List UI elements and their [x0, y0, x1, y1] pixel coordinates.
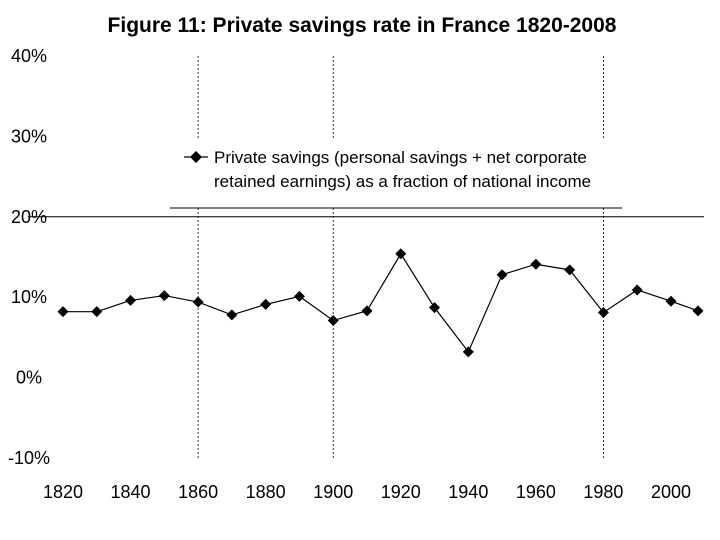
- series-line: [57, 248, 704, 358]
- data-point-diamond: [192, 296, 204, 308]
- data-point-diamond: [293, 290, 305, 302]
- y-tick-label: 30%: [11, 126, 47, 146]
- x-tick-label: 1980: [583, 482, 623, 502]
- data-point-diamond: [631, 284, 643, 296]
- data-point-diamond: [395, 248, 407, 260]
- legend-background: [170, 138, 622, 206]
- data-point-diamond: [260, 298, 272, 310]
- x-tick-label: 1860: [178, 482, 218, 502]
- x-tick-label: 1940: [448, 482, 488, 502]
- legend-label-line-2: retained earnings) as a fraction of nati…: [214, 172, 591, 191]
- data-point-diamond: [564, 264, 576, 276]
- y-tick-label: -10%: [8, 448, 50, 468]
- legend-label-line-1: Private savings (personal savings + net …: [214, 148, 587, 167]
- x-tick-label: 1900: [313, 482, 353, 502]
- data-point-diamond: [91, 306, 103, 318]
- data-point-diamond: [496, 269, 508, 281]
- y-tick-label: 10%: [11, 287, 47, 307]
- data-point-diamond: [361, 305, 373, 317]
- data-point-diamond: [125, 294, 137, 306]
- legend-marker-diamond: [190, 151, 202, 163]
- data-point-diamond: [429, 302, 441, 314]
- x-tick-label: 1920: [381, 482, 421, 502]
- data-point-diamond: [327, 315, 339, 327]
- x-tick-label: 1960: [516, 482, 556, 502]
- reference-lines: [28, 56, 704, 458]
- x-tick-label: 1840: [111, 482, 151, 502]
- data-point-diamond: [226, 309, 238, 321]
- data-point-diamond: [692, 305, 704, 317]
- x-tick-label: 2000: [651, 482, 691, 502]
- data-point-diamond: [665, 295, 677, 307]
- data-point-diamond: [597, 306, 609, 318]
- data-point-diamond: [530, 258, 542, 270]
- y-tick-label: 0%: [16, 368, 42, 388]
- x-tick-label: 1820: [43, 482, 83, 502]
- y-axis-ticks: 40%30%20%10%0%-10%: [8, 46, 50, 468]
- legend: Private savings (personal savings + net …: [170, 138, 622, 209]
- data-point-diamond: [462, 346, 474, 358]
- x-tick-label: 1880: [246, 482, 286, 502]
- series-polyline: [63, 252, 699, 354]
- x-axis-ticks: 1820 1840 1860 1880 1900 1920 1940 1960 1980 2000: [43, 482, 691, 502]
- data-point-diamond: [158, 290, 170, 302]
- y-tick-label: 40%: [11, 46, 47, 66]
- chart-title: Figure 11: Private savings rate in Franc…: [108, 14, 617, 37]
- data-point-diamond: [57, 306, 69, 318]
